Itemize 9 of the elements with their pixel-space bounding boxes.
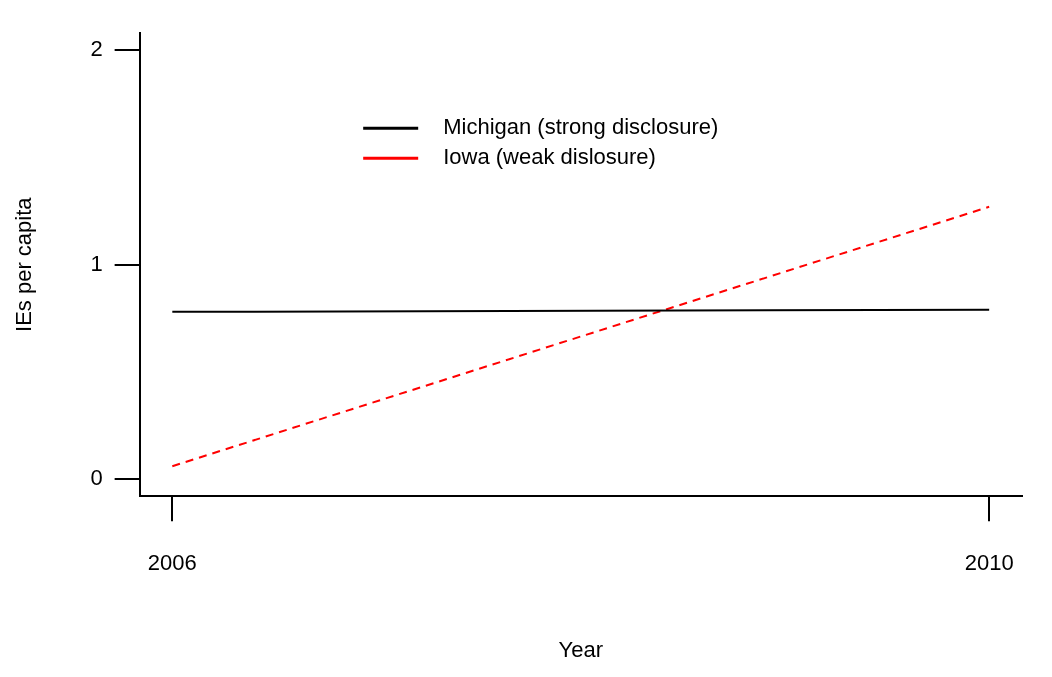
x-tick-label: 2006 — [147, 550, 197, 576]
legend-label: Michigan (strong disclosure) — [443, 114, 719, 140]
y-tick-label: 2 — [90, 36, 103, 62]
y-tick-label: 0 — [90, 465, 103, 491]
x-axis-title: Year — [558, 636, 603, 662]
x-tick-label: 2010 — [964, 550, 1014, 576]
legend-label: Iowa (weak dislosure) — [443, 144, 656, 170]
y-tick-label: 1 — [90, 250, 103, 276]
y-axis-title: IEs per capita — [11, 196, 37, 332]
